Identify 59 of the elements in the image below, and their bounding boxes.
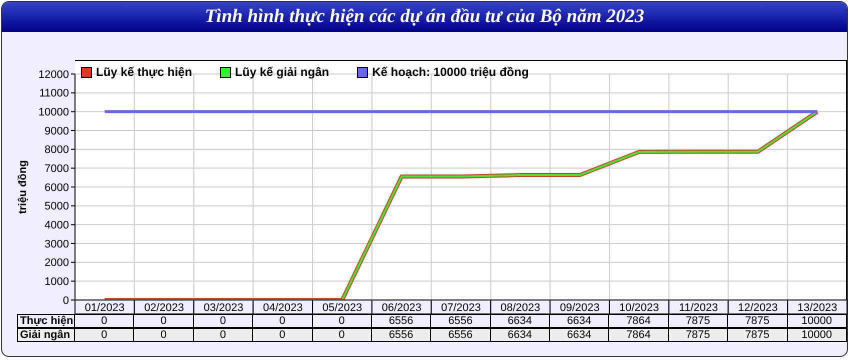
x-tick-label: 03/2023	[204, 302, 244, 314]
data-label: 6556	[431, 314, 491, 328]
y-tick-label: 7000	[44, 163, 69, 176]
data-label: 10000	[788, 314, 847, 328]
data-label: 0	[312, 328, 372, 342]
y-tick-label: 10000	[38, 106, 69, 119]
data-label: 0	[253, 328, 312, 342]
data-label: 6556	[372, 314, 432, 328]
data-label: 10000	[788, 328, 847, 342]
data-label: 0	[75, 328, 134, 342]
data-label: 7875	[668, 328, 728, 342]
data-label: 6634	[550, 328, 610, 342]
data-label: 0	[75, 314, 134, 328]
x-tick-label: 08/2023	[500, 302, 540, 314]
y-tick-label: 11000	[39, 88, 69, 100]
data-label: 7864	[609, 314, 669, 328]
data-label: 0	[194, 328, 254, 342]
y-tick-label: 1000	[44, 276, 69, 288]
data-label: 6634	[490, 314, 550, 328]
y-tick-label: 6000	[44, 182, 69, 194]
y-axis-title: triệu đồng	[16, 160, 29, 214]
x-tick-label: 06/2023	[382, 302, 422, 314]
x-tick-label: 07/2023	[441, 302, 481, 314]
data-label: 0	[312, 314, 372, 328]
data-label: 7875	[668, 314, 728, 328]
legend-label: Lũy kế giải ngân	[235, 65, 330, 79]
x-tick-label: 01/2023	[84, 302, 125, 314]
data-label: 0	[134, 314, 194, 328]
text: Thực hiện	[17, 314, 75, 328]
x-tick-label: 02/2023	[144, 302, 184, 314]
data-label: 6634	[490, 328, 550, 342]
y-tick-label: 3000	[44, 238, 69, 250]
x-tick-label: 11/2023	[679, 302, 718, 314]
x-tick-label: 13/2023	[797, 302, 838, 314]
x-tick-label: 09/2023	[560, 302, 600, 314]
data-label: 7875	[728, 328, 788, 342]
text: Giải ngân	[17, 328, 75, 342]
legend-label: Kế hoạch: 10000 triệu đồng	[372, 65, 529, 79]
data-label: 7875	[728, 314, 788, 328]
data-label: 0	[134, 328, 194, 342]
y-tick-label: 12000	[38, 68, 69, 81]
data-label: 7864	[609, 328, 669, 342]
y-tick-label: 2000	[44, 257, 69, 270]
x-tick-label: 12/2023	[738, 302, 778, 314]
y-tick-label: 5000	[44, 200, 69, 213]
x-tick-label: 05/2023	[322, 302, 362, 314]
x-tick-label: 10/2023	[619, 302, 660, 314]
y-tick-label: 9000	[44, 125, 69, 138]
y-tick-label: 4000	[44, 220, 69, 232]
data-label: 6634	[550, 314, 610, 328]
x-tick-label: 04/2023	[262, 302, 303, 314]
y-tick-label: 8000	[44, 144, 69, 156]
data-label: 6556	[431, 328, 491, 342]
chart-title: Tình hình thực hiện các dự án đầu tư của Bộ năm 2023	[2, 2, 847, 32]
legend-label: Lũy kế thực hiện	[96, 65, 192, 79]
data-label: 6556	[372, 328, 432, 342]
data-label: 0	[253, 314, 312, 328]
y-tick-label: 0	[62, 294, 69, 307]
data-label: 0	[194, 314, 254, 328]
